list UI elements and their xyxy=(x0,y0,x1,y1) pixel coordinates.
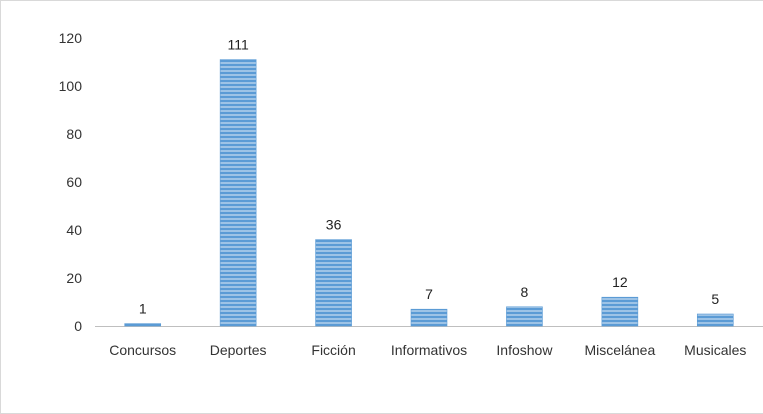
data-label: 8 xyxy=(521,284,529,300)
y-tick-label: 20 xyxy=(66,270,82,286)
y-tick-label: 40 xyxy=(66,222,82,238)
x-axis-labels: Concursos Deportes Ficción Informativos Info… xyxy=(109,342,746,358)
data-label: 111 xyxy=(228,37,249,53)
data-label: 12 xyxy=(612,274,628,290)
x-tick-label: Miscelánea xyxy=(584,342,655,358)
bar-concursos xyxy=(124,323,162,327)
y-tick-label: 60 xyxy=(66,174,82,190)
data-label: 7 xyxy=(425,286,433,302)
bar-informativos xyxy=(410,308,448,327)
y-tick-label: 100 xyxy=(59,78,83,94)
bars-group xyxy=(124,59,734,327)
bar-ficcion xyxy=(315,239,352,327)
x-tick-label: Concursos xyxy=(109,342,176,358)
y-axis-labels: 0 20 40 60 80 100 120 xyxy=(59,30,83,334)
data-label: 5 xyxy=(711,291,719,307)
bar-miscelanea xyxy=(601,296,639,327)
x-tick-label: Ficción xyxy=(311,342,355,358)
bar-infoshow xyxy=(506,306,543,327)
x-tick-label: Deportes xyxy=(210,342,267,358)
x-tick-label: Infoshow xyxy=(496,342,553,358)
y-tick-label: 120 xyxy=(59,30,83,46)
x-tick-label: Informativos xyxy=(391,342,467,358)
y-tick-label: 0 xyxy=(74,318,82,334)
bar-deportes xyxy=(219,59,257,327)
data-label: 36 xyxy=(326,217,342,233)
x-tick-label: Musicales xyxy=(684,342,746,358)
y-tick-label: 80 xyxy=(66,126,82,142)
bar-musicales xyxy=(696,313,734,327)
data-label: 1 xyxy=(139,301,147,317)
